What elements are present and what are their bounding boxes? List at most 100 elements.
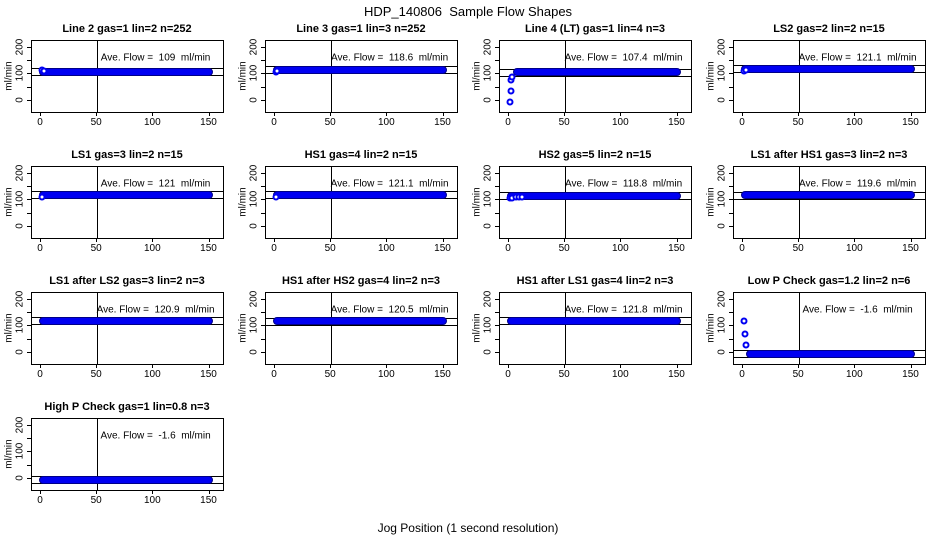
x-tick-mark bbox=[39, 490, 41, 494]
x-tick-mark bbox=[442, 112, 444, 116]
subplot-hs1-after-ls1: HS1 after LS1 gas=4 lin=2 n=3 ml/min 0 100 2… bbox=[468, 274, 702, 400]
y-axis-label: ml/min bbox=[237, 312, 249, 343]
x-tick-label: 0 bbox=[37, 117, 43, 128]
subplot-title: LS1 gas=3 lin=2 n=15 bbox=[71, 149, 183, 161]
subplot-title: HS1 after HS2 gas=4 lin=2 n=3 bbox=[281, 275, 441, 287]
x-tick-mark bbox=[676, 364, 678, 368]
vertical-marker-line bbox=[565, 41, 567, 112]
x-tick-mark bbox=[386, 112, 388, 116]
plot-box: Ave. Flow = 121.1 ml/min bbox=[733, 40, 926, 113]
y-tick-label: 200 bbox=[248, 290, 260, 308]
y-axis-label: ml/min bbox=[471, 312, 483, 343]
x-tick-label: 50 bbox=[324, 117, 336, 128]
x-tick-label: 100 bbox=[845, 117, 863, 128]
x-tick-label: 50 bbox=[558, 369, 570, 380]
x-tick-mark bbox=[208, 490, 210, 494]
x-tick-label: 50 bbox=[324, 243, 336, 254]
x-tick-mark bbox=[620, 112, 622, 116]
x-tick-label: 50 bbox=[792, 369, 804, 380]
y-tick-mark bbox=[261, 100, 265, 102]
x-tick-mark bbox=[39, 112, 41, 116]
plot-area: Ave. Flow = 120.5 ml/min bbox=[266, 293, 457, 364]
x-tick-label: 150 bbox=[902, 369, 919, 380]
y-tick-label: 100 bbox=[716, 191, 728, 208]
y-tick-mark bbox=[27, 478, 31, 480]
data-point bbox=[740, 317, 748, 325]
ave-flow-annotation: Ave. Flow = 121.1 ml/min bbox=[798, 52, 917, 64]
x-tick-mark bbox=[676, 238, 678, 242]
plot-area: Ave. Flow = 121.1 ml/min bbox=[734, 41, 925, 112]
x-tick-label: 50 bbox=[558, 117, 570, 128]
x-tick-label: 150 bbox=[434, 243, 451, 254]
y-tick-mark bbox=[729, 100, 733, 102]
x-tick-mark bbox=[96, 364, 98, 368]
y-tick-label: 200 bbox=[14, 290, 26, 308]
vertical-marker-line bbox=[331, 41, 333, 112]
x-tick-label: 100 bbox=[845, 243, 863, 254]
y-axis-label: ml/min bbox=[471, 60, 483, 91]
x-tick-label: 0 bbox=[505, 117, 511, 128]
y-axis-label: ml/min bbox=[705, 60, 717, 91]
y-tick-mark bbox=[261, 186, 265, 188]
plot-box: Ave. Flow = -1.6 ml/min bbox=[733, 292, 926, 365]
subplot-ls1-after-hs1: LS1 after HS1 gas=3 lin=2 n=3 ml/min 0 100 2… bbox=[702, 148, 936, 274]
x-tick-mark bbox=[273, 238, 275, 242]
x-tick-mark bbox=[910, 112, 912, 116]
y-tick-mark bbox=[261, 199, 265, 201]
plot-box: Ave. Flow = 118.6 ml/min bbox=[265, 40, 458, 113]
plot-area: Ave. Flow = 120.9 ml/min bbox=[32, 293, 223, 364]
x-tick-mark bbox=[854, 112, 856, 116]
vertical-marker-line bbox=[331, 293, 333, 364]
x-tick-label: 100 bbox=[377, 117, 395, 128]
plot-box: Ave. Flow = 118.8 ml/min bbox=[499, 166, 692, 239]
y-tick-mark bbox=[27, 438, 31, 440]
y-tick-mark bbox=[729, 46, 733, 48]
plot-box: Ave. Flow = 107.4 ml/min bbox=[499, 40, 692, 113]
y-tick-mark bbox=[729, 298, 733, 300]
y-tick-mark bbox=[729, 212, 733, 214]
x-tick-label: 0 bbox=[739, 117, 745, 128]
x-tick-mark bbox=[798, 238, 800, 242]
x-tick-mark bbox=[442, 364, 444, 368]
y-tick-mark bbox=[495, 60, 499, 62]
x-tick-label: 0 bbox=[271, 117, 277, 128]
subplot-low-p-check: Low P Check gas=1.2 lin=2 n=6 ml/min 0 100 2… bbox=[702, 274, 936, 400]
x-tick-mark bbox=[741, 112, 743, 116]
y-tick-label: 200 bbox=[14, 164, 26, 182]
subplot-title: LS1 after HS1 gas=3 lin=2 n=3 bbox=[750, 149, 908, 161]
y-tick-label: 200 bbox=[482, 290, 494, 308]
y-tick-mark bbox=[729, 73, 733, 75]
x-tick-label: 50 bbox=[90, 495, 102, 506]
figure-title: HDP_140806 Sample Flow Shapes bbox=[363, 4, 573, 19]
plot-box: Ave. Flow = 121.1 ml/min bbox=[265, 166, 458, 239]
figure-xlabel: Jog Position (1 second resolution) bbox=[377, 521, 559, 535]
subplot-line-4-lt: Line 4 (LT) gas=1 lin=4 n=3 ml/min 0 100 200… bbox=[468, 22, 702, 148]
ave-flow-annotation: Ave. Flow = -1.6 ml/min bbox=[802, 304, 913, 316]
plot-box: Ave. Flow = 121 ml/min bbox=[31, 166, 224, 239]
y-tick-label: 100 bbox=[248, 191, 260, 208]
x-tick-label: 100 bbox=[845, 369, 863, 380]
flow-data-band bbox=[746, 349, 915, 358]
x-tick-mark bbox=[741, 238, 743, 242]
y-tick-label: 200 bbox=[482, 38, 494, 56]
x-tick-label: 100 bbox=[143, 495, 161, 506]
y-tick-mark bbox=[261, 73, 265, 75]
y-tick-mark bbox=[729, 226, 733, 228]
x-tick-label: 150 bbox=[434, 369, 451, 380]
x-tick-label: 100 bbox=[611, 369, 629, 380]
x-tick-mark bbox=[96, 112, 98, 116]
y-tick-label: 100 bbox=[14, 317, 26, 334]
plot-box: Ave. Flow = 109 ml/min bbox=[31, 40, 224, 113]
subplot-ls1: LS1 gas=3 lin=2 n=15 ml/min 0 100 200 Ave. Fl… bbox=[0, 148, 234, 274]
plot-area: Ave. Flow = 121 ml/min bbox=[32, 167, 223, 238]
x-tick-mark bbox=[910, 238, 912, 242]
subplot-title: Line 4 (LT) gas=1 lin=4 n=3 bbox=[524, 23, 666, 35]
y-tick-label: 200 bbox=[14, 38, 26, 56]
y-tick-label: 100 bbox=[14, 65, 26, 82]
reference-line bbox=[734, 198, 925, 200]
y-tick-mark bbox=[495, 298, 499, 300]
flow-data-band bbox=[272, 190, 447, 199]
x-tick-mark bbox=[507, 238, 509, 242]
subplot-grid: Line 2 gas=1 lin=2 n=252 ml/min 0 100 200 Ave… bbox=[0, 22, 936, 526]
